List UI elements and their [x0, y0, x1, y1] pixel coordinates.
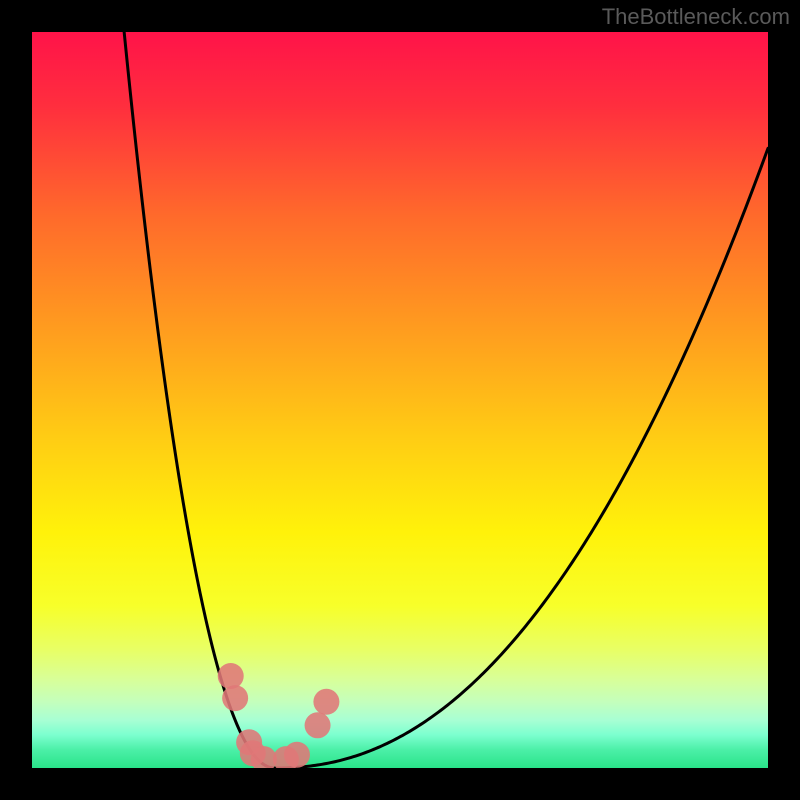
watermark-text: TheBottleneck.com: [602, 4, 790, 30]
chart-svg: [0, 0, 800, 800]
data-marker: [313, 689, 339, 715]
data-marker: [222, 685, 248, 711]
chart-container: TheBottleneck.com: [0, 0, 800, 800]
data-marker: [218, 663, 244, 689]
data-marker: [305, 712, 331, 738]
plot-background: [32, 32, 768, 768]
data-marker: [284, 742, 310, 768]
